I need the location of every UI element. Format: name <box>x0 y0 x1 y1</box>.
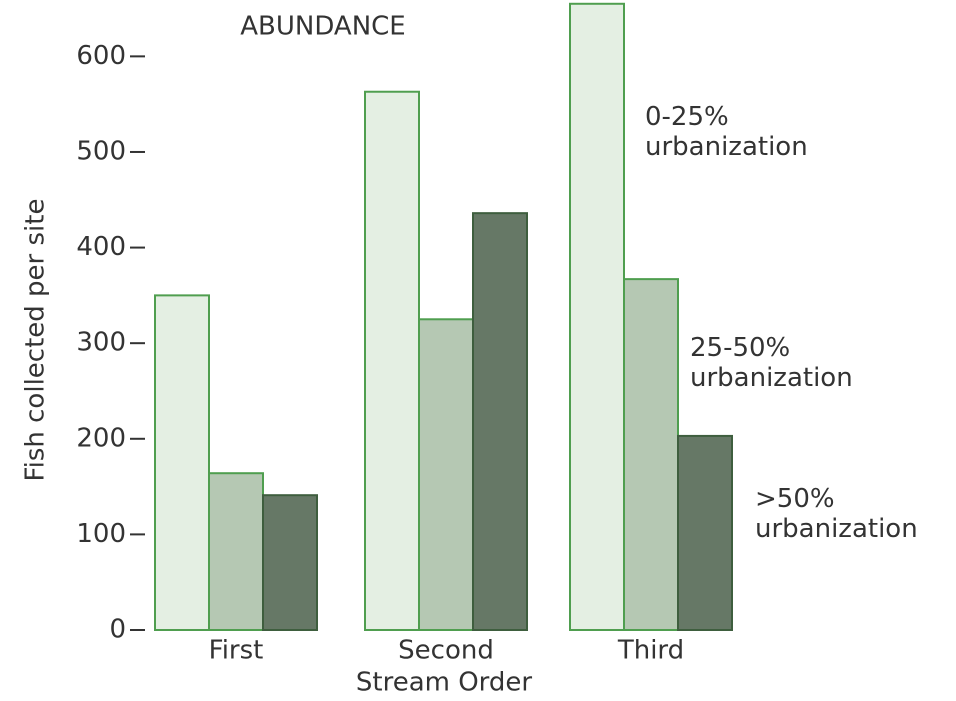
legend-label: 0-25% urbanization <box>645 102 808 162</box>
bar <box>154 294 210 631</box>
bar <box>364 90 420 632</box>
y-tick-label: 200 <box>76 423 126 453</box>
bar <box>208 472 264 631</box>
x-tick-label: Second <box>398 636 494 666</box>
legend-label: 25-50% urbanization <box>690 333 853 393</box>
y-tick-label: 300 <box>76 328 126 358</box>
y-tick-label: 400 <box>76 232 126 262</box>
chart-title: ABUNDANCE <box>240 12 405 42</box>
bar <box>472 212 528 632</box>
bar <box>569 2 625 632</box>
bar <box>262 494 318 632</box>
y-tick-label: 100 <box>76 519 126 549</box>
x-tick-label: First <box>209 636 264 666</box>
y-tick-label: 500 <box>76 136 126 166</box>
y-tick-label: 600 <box>76 41 126 71</box>
bar <box>677 434 733 632</box>
x-tick-label: Third <box>617 636 684 666</box>
y-axis-label: Fish collected per site <box>21 199 51 482</box>
bar <box>623 278 679 631</box>
bar <box>418 318 474 631</box>
legend-label: >50% urbanization <box>755 484 918 544</box>
x-axis-label: Stream Order <box>356 668 533 698</box>
y-tick-label: 0 <box>109 615 126 645</box>
